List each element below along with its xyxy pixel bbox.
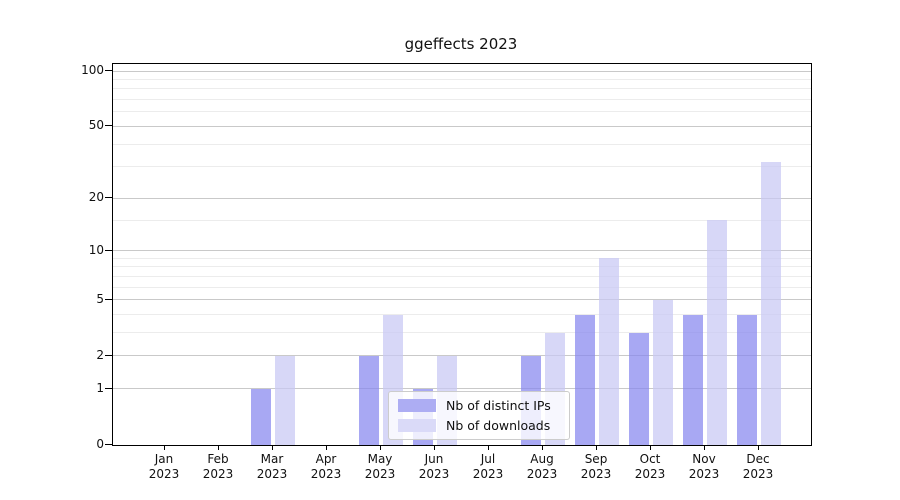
legend: Nb of distinct IPs Nb of downloads	[388, 391, 570, 440]
y-tick-label: 5	[96, 291, 104, 306]
gridline-minor	[113, 166, 811, 168]
x-tick-label: Apr 2023	[310, 452, 342, 481]
chart-title: ggeffects 2023	[404, 35, 518, 53]
x-tick-label: Dec 2023	[742, 452, 774, 481]
legend-label-downloads: Nb of downloads	[446, 418, 551, 433]
bar-distinct-ips	[737, 314, 757, 445]
y-tick-mark	[105, 387, 112, 389]
y-tick-label: 50	[88, 118, 104, 133]
x-tick-mark	[164, 445, 165, 450]
x-tick-mark	[542, 445, 543, 450]
y-tick-mark	[105, 249, 112, 251]
gridline-minor	[113, 314, 811, 316]
x-tick-label: Feb 2023	[202, 452, 234, 481]
x-tick-mark	[650, 445, 651, 450]
x-tick-mark	[596, 445, 597, 450]
gridline-minor	[113, 219, 811, 221]
gridline-minor	[113, 286, 811, 288]
x-tick-label: May 2023	[364, 452, 396, 481]
plot-area	[112, 63, 812, 446]
gridline-minor	[113, 275, 811, 277]
legend-item-distinct-ips: Nb of distinct IPs	[398, 398, 560, 413]
bar-distinct-ips	[683, 314, 703, 445]
legend-swatch-distinct-ips-icon	[398, 399, 436, 412]
y-tick-mark	[105, 197, 112, 199]
x-tick-mark	[326, 445, 327, 450]
gridline-minor	[113, 332, 811, 334]
bar-downloads	[275, 355, 295, 445]
bar-downloads	[761, 161, 781, 445]
bar-distinct-ips	[251, 388, 271, 445]
x-tick-mark	[758, 445, 759, 450]
bar-downloads	[653, 299, 673, 445]
y-tick-label: 100	[81, 63, 104, 77]
x-tick-label: Mar 2023	[256, 452, 288, 481]
x-tick-label: Jan 2023	[148, 452, 180, 481]
gridline-minor	[113, 111, 811, 113]
gridline-major	[113, 197, 811, 199]
y-tick-label: 1	[96, 380, 104, 395]
x-tick-mark	[380, 445, 381, 450]
gridline-minor	[113, 257, 811, 259]
gridline-minor	[113, 99, 811, 101]
legend-swatch-downloads-icon	[398, 419, 436, 432]
legend-label-distinct-ips: Nb of distinct IPs	[446, 398, 551, 413]
x-tick-label: Sep 2023	[580, 452, 612, 481]
x-tick-mark	[488, 445, 489, 450]
x-tick-label: Nov 2023	[688, 452, 720, 481]
x-tick-label: Jun 2023	[418, 452, 450, 481]
bar-distinct-ips	[629, 332, 649, 445]
gridline-minor	[113, 266, 811, 268]
gridline-major	[113, 70, 811, 72]
x-tick-label: Oct 2023	[634, 452, 666, 481]
y-tick-label: 10	[88, 242, 104, 257]
y-tick-label: 0	[96, 437, 104, 451]
gridline-major	[113, 250, 811, 252]
bar-downloads	[599, 258, 619, 445]
x-tick-label: Jul 2023	[472, 452, 504, 481]
bar-distinct-ips	[575, 314, 595, 445]
gridline-major	[113, 299, 811, 301]
y-tick-mark	[105, 298, 112, 300]
gridline-minor	[113, 78, 811, 80]
gridline-minor	[113, 143, 811, 145]
y-tick-label: 2	[96, 347, 104, 362]
y-tick-mark	[105, 70, 112, 71]
gridline-major	[113, 355, 811, 357]
bar-distinct-ips	[359, 355, 379, 445]
gridline-minor	[113, 88, 811, 90]
y-tick-mark	[105, 125, 112, 127]
bar-downloads	[707, 220, 727, 445]
x-tick-mark	[704, 445, 705, 450]
y-tick-mark	[105, 444, 112, 445]
x-tick-mark	[272, 445, 273, 450]
gridline-major	[113, 125, 811, 127]
gridline-major	[113, 388, 811, 390]
y-tick-mark	[105, 354, 112, 356]
y-tick-label: 20	[88, 190, 104, 205]
legend-item-downloads: Nb of downloads	[398, 418, 560, 433]
x-tick-mark	[218, 445, 219, 450]
x-tick-mark	[434, 445, 435, 450]
x-tick-label: Aug 2023	[526, 452, 558, 481]
